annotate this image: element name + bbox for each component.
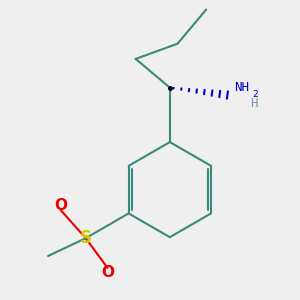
Text: NH: NH (234, 81, 249, 94)
Text: S: S (80, 229, 92, 247)
Text: 2: 2 (252, 90, 258, 99)
Text: H: H (250, 97, 258, 110)
Text: O: O (101, 266, 114, 280)
Text: O: O (55, 198, 68, 213)
